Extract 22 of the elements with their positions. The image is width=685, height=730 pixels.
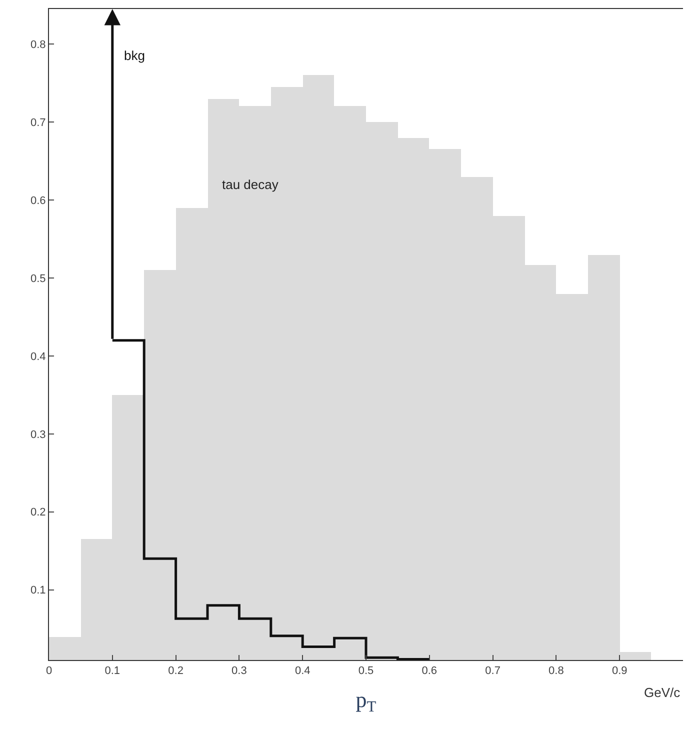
y-tick-label: 0.3: [30, 428, 46, 441]
x-tick-label: 0.2: [168, 665, 184, 678]
y-tick-label: 0.1: [30, 584, 46, 597]
x-tick-label: 0.8: [548, 665, 564, 678]
x-tick-label: 0.1: [104, 665, 120, 678]
y-tick-label: 0.2: [30, 506, 46, 519]
y-tick-label: 0.7: [30, 116, 46, 129]
x-tick-label: 0.4: [294, 665, 310, 678]
x-tick-label: 0: [46, 665, 52, 678]
text: bkg: [124, 48, 145, 63]
x-tick-label: 0.3: [232, 665, 247, 678]
y-tick-label: 0.6: [30, 194, 46, 207]
x-tick-label: 0.7: [485, 665, 500, 678]
series-label: tau decay: [222, 177, 279, 192]
x-tick-label: 0.5: [358, 665, 374, 678]
x-axis-title: p$_{T}$: [356, 687, 377, 716]
y-tick-label: 0.5: [30, 272, 46, 285]
x-tick-label: 0.9: [612, 665, 628, 678]
x-tick-label: 0.6: [422, 665, 438, 678]
y-tick-label: 0.8: [30, 38, 46, 51]
text: GeV/c: [644, 685, 681, 700]
y-tick-label: 0.4: [30, 350, 46, 363]
